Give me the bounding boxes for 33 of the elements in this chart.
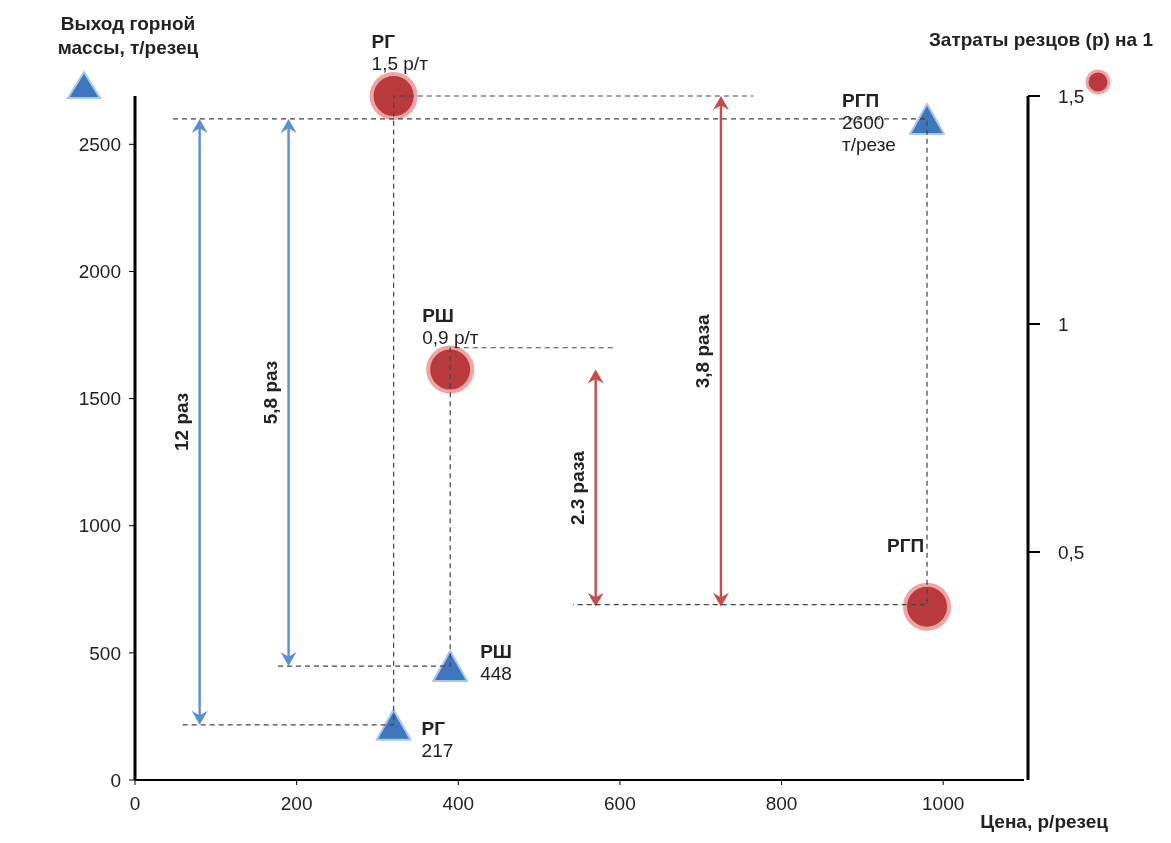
annotation: 2.3 раза [566, 450, 588, 526]
annotation: 3,8 раза [691, 314, 713, 389]
y2-tick-label: 0,5 [1058, 541, 1085, 563]
annotation: 5,8 раз [259, 360, 281, 425]
y-tick-label: 2500 [78, 133, 121, 155]
point [903, 582, 952, 631]
x-axis-title: Цена, р/резец [980, 811, 1109, 832]
data-label: РГ 217 [421, 717, 454, 761]
y-tick-label: 500 [89, 642, 121, 664]
y-axis-title: Выход горной массы, т/резец [57, 13, 199, 58]
point [369, 72, 418, 120]
y2-axis-title: Затраты резцов (р) на 1 [928, 29, 1154, 50]
y-tick-label: 1500 [78, 388, 121, 410]
data-label: РГП 2600 т/резе [842, 89, 896, 155]
data-label: РШ 448 [480, 641, 512, 685]
x-tick-label: 600 [604, 793, 636, 814]
point [375, 708, 412, 741]
x-tick-label: 1000 [922, 793, 965, 814]
x-tick-label: 0 [129, 793, 141, 814]
y-tick-label: 2000 [78, 261, 121, 283]
annotation: 12 раз [170, 392, 192, 451]
data-label: РГ 1,5 р/т [371, 31, 429, 74]
point [432, 650, 469, 683]
data-label: РГП [887, 534, 925, 556]
y2-tick-label: 1,5 [1058, 85, 1085, 107]
x-tick-label: 200 [280, 793, 313, 814]
x-tick-label: 800 [765, 793, 798, 814]
y2-tick-label: 1 [1058, 313, 1069, 335]
y-tick-label: 0 [110, 769, 121, 791]
point [909, 102, 946, 135]
x-tick-label: 400 [442, 793, 475, 814]
data-label: РШ 0,9 р/т [422, 304, 479, 348]
y-tick-label: 1000 [78, 515, 121, 537]
